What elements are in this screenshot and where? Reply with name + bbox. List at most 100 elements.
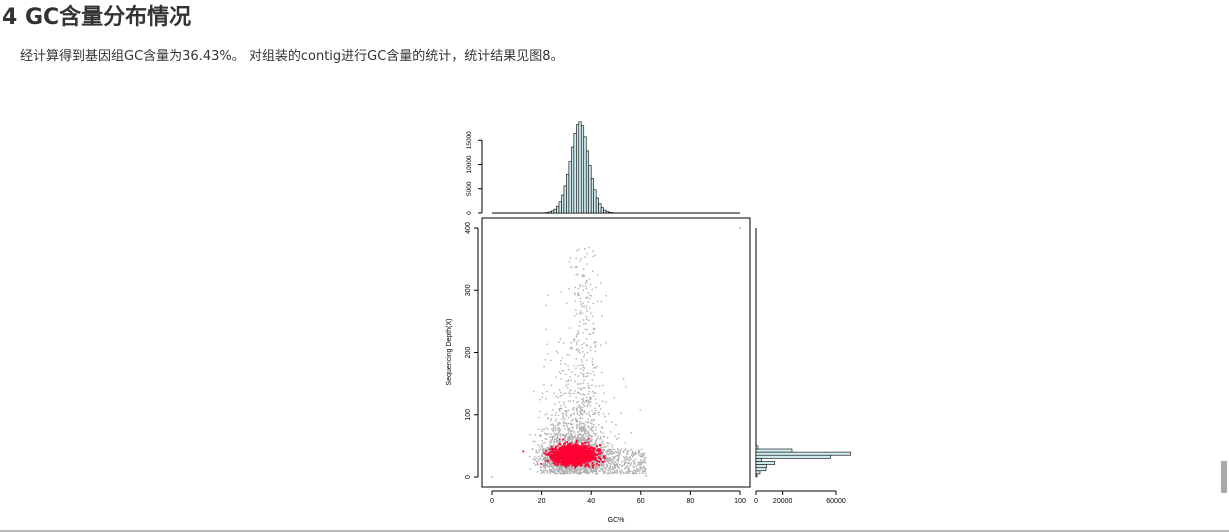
scatter-point-dense [561,462,564,465]
scatter-point [639,464,642,467]
scatter-point-dense [578,462,581,465]
scatter-point [622,451,625,453]
scatter-point [553,436,555,438]
scatter-point [575,470,577,472]
scatter-point-dense [559,453,562,455]
scatter-point [573,435,575,438]
scatter-point-dense [556,454,558,457]
scatter-point [590,419,592,422]
scatter-point [555,350,558,352]
top-histogram-bar [551,210,555,214]
scatter-point [640,461,643,463]
scatter-point [544,414,547,416]
scatter-point [593,366,596,369]
scatter-point [598,414,600,416]
scatter-point [614,470,616,473]
scatter-point [602,413,605,415]
scatter-point [583,394,586,396]
scatter-point [582,319,585,321]
scatter-point-dense [568,459,571,461]
scatter-point [576,348,579,350]
scatter-point [624,448,627,450]
scatter-point [634,453,637,455]
scatter-point-dense [550,458,553,461]
scatter-point-dense [580,463,583,466]
scatter-point [587,418,589,421]
scatter-point [550,450,552,452]
scatter-point [564,439,566,442]
scatter-point [637,449,640,451]
scatter-point [557,396,559,399]
scrollbar-thumb[interactable] [1221,461,1227,493]
scatter-point [556,424,558,426]
scatter-point [528,455,531,458]
scatter-point [584,428,586,430]
scatter-point-dense [560,450,563,453]
scatter-point [567,439,569,442]
scatter-point [547,294,549,296]
scatter-point [616,472,618,474]
scatter-point [556,462,558,465]
scatter-point [585,315,588,318]
scatter-point-dense [562,456,565,459]
scatter-point [604,451,607,453]
scatter-point [594,466,596,468]
scatter-point [580,439,582,442]
scatter-point [635,465,637,468]
scatter-point-dense [564,452,567,454]
scatter-point [630,462,633,465]
scatter-point [579,470,582,473]
scatter-point [586,252,588,255]
scatter-point [619,470,621,473]
scatter-point [566,302,568,304]
scatter-point [608,442,610,444]
scatter-point-dense [561,463,564,466]
scatter-point [630,470,632,473]
scatter-point [586,400,588,403]
scatter-point [591,422,593,425]
scatter-point [629,464,631,467]
scatter-point-dense [596,453,598,456]
scatter-point [547,455,549,457]
scatter-point [553,468,555,470]
scatter-point [643,457,645,459]
scatter-point [557,352,559,354]
scatter-point [643,470,645,473]
scatter-point [585,297,587,299]
scatter-point [612,455,614,458]
scatter-point [579,427,581,429]
scatter-point [602,451,604,454]
scatter-point [583,437,585,439]
scatter-point [582,399,584,401]
scatter-point-dense [578,448,581,451]
scatter-point [558,468,560,470]
scatter-point-dense [557,451,560,454]
scatter-point [587,431,590,434]
scatter-point [555,438,557,440]
scatter-point [588,333,591,335]
top-histogram-bar [590,178,594,214]
scatter-point [578,339,580,342]
scatter-point [577,392,580,394]
scatter-point [591,420,593,422]
scatter-point [595,466,598,468]
scatter-point [574,266,577,269]
scatter-point-dense [566,455,569,458]
scatter-point [584,468,586,470]
scatter-point [558,341,560,343]
scatter-point [630,449,632,451]
scatter-point [619,453,621,455]
scatter-point [552,409,554,411]
scatter-point [559,433,562,435]
scatter-point [540,466,543,469]
scatter-point [608,468,611,470]
scatter-point-dense [563,464,566,467]
scatter-point [588,391,591,393]
scatter-point [575,471,577,473]
scatter-point [583,469,585,471]
y-tick-label: 100 [465,409,472,421]
scatter-point-dense [549,448,552,451]
scatter-point [549,441,551,443]
scatter-point [550,424,552,426]
scatter-point-dense [552,457,554,460]
